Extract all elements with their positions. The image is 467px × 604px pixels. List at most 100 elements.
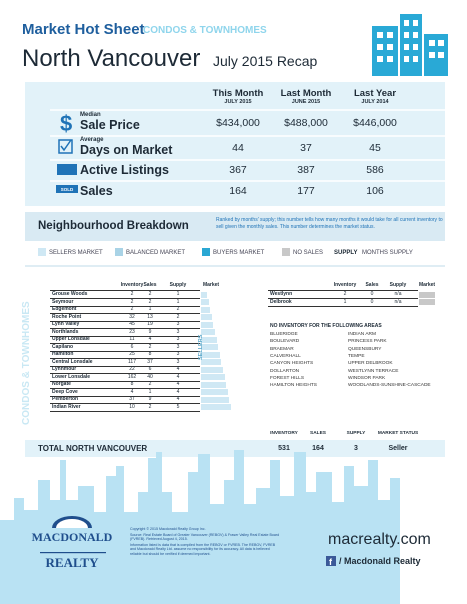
no-inventory-area: DOLLARTON	[270, 368, 300, 374]
row-rule	[268, 305, 418, 307]
table-cell: 162	[127, 373, 137, 380]
breakdown-title: Neighbourhood Breakdown	[38, 220, 189, 232]
table-cell: 3	[176, 343, 180, 350]
breakdown-description: Ranked by months' supply; this number te…	[216, 217, 443, 230]
no-inventory-area: PRINCESS PARK	[348, 339, 387, 345]
area-name: Upper Lonsdale	[52, 336, 90, 343]
totals-value: 3	[354, 445, 358, 452]
row-rule	[50, 313, 200, 314]
table-cell: 4	[130, 388, 134, 395]
table-cell: 1	[176, 291, 180, 297]
area-name: Delbrook	[270, 298, 292, 305]
summary-value: 387	[297, 164, 315, 176]
market-bar	[419, 291, 435, 298]
table-header: Supply	[169, 282, 187, 288]
svg-text:f: f	[329, 557, 333, 567]
row-label: Days on Market	[80, 143, 173, 157]
column-date: JUNE 2015	[291, 99, 321, 105]
area-name: Seymour	[52, 298, 74, 305]
legend-item: SELLERS MARKET	[49, 249, 103, 256]
table-cell: 10	[129, 403, 135, 410]
totals-value: 531	[278, 445, 290, 452]
table-cell: n/a	[394, 291, 402, 297]
table-cell: 3	[176, 351, 180, 358]
area-name: Deep Cove	[52, 388, 78, 395]
market-bar	[201, 291, 207, 298]
copyright: Copyright © 2015 Macdonald Realty Group …	[130, 527, 206, 531]
table-header: Sales	[365, 282, 379, 288]
table-cell: 1	[148, 388, 152, 395]
table-cell: 4	[176, 366, 180, 373]
icon-text: SOLD	[60, 187, 74, 192]
table-cell: 11	[129, 336, 135, 343]
market-bar	[201, 306, 211, 313]
summary-value: $446,000	[353, 117, 397, 129]
no-inventory-area: BRAEMAR	[270, 346, 294, 352]
table-cell: 22	[129, 366, 135, 373]
table-top-rule	[268, 290, 418, 291]
building-icon	[372, 14, 448, 76]
table-cell: 2	[148, 343, 152, 350]
side-label: CONDOS & TOWNHOMES	[21, 301, 32, 425]
totals-header: SALES	[310, 431, 326, 436]
row-label: Sale Price	[80, 118, 140, 132]
table-cell: 2	[130, 306, 134, 313]
table-cell: 2	[343, 291, 347, 297]
table-cell: 2	[176, 306, 180, 313]
table-cell: 25	[129, 351, 135, 358]
row-rule	[50, 410, 200, 412]
table-cell: 3	[176, 321, 180, 328]
building-windows	[377, 20, 444, 62]
row-rule	[50, 403, 200, 404]
table-top-rule	[50, 290, 200, 291]
disclaimer: Information listed is data that is compi…	[130, 543, 276, 556]
row-rule	[50, 358, 200, 359]
area-name: Indian River	[52, 403, 81, 410]
logo-text: MACDONALD	[31, 530, 113, 544]
totals-header: SUPPLY	[346, 431, 366, 436]
summary-value: 44	[232, 142, 244, 154]
table-cell: 6	[130, 343, 134, 350]
table-cell: 9	[148, 328, 152, 335]
social: / Macdonald Realty	[339, 556, 421, 566]
market-bar	[201, 344, 219, 351]
table-header: Inventory	[120, 282, 144, 288]
market-bar	[201, 314, 212, 321]
market-bar	[419, 299, 435, 306]
market-bar	[201, 351, 220, 358]
location: North Vancouver	[22, 45, 201, 72]
row-qualifier: Average	[80, 137, 104, 143]
table-cell: 4	[176, 381, 180, 388]
totals-label: TOTAL NORTH VANCOUVER	[38, 444, 148, 453]
breakdown-band	[25, 212, 445, 241]
table-cell: 40	[147, 373, 153, 380]
summary-value: 177	[297, 185, 315, 197]
table-cell: 2	[148, 403, 152, 410]
row-rule	[50, 365, 200, 367]
facebook-icon	[326, 556, 336, 566]
table-cell: 3	[176, 358, 180, 365]
row-rule	[50, 395, 200, 397]
row-rule	[50, 328, 200, 329]
area-name: Pemberton	[52, 396, 79, 403]
table-cell: 37	[147, 358, 153, 365]
row-rule	[50, 335, 200, 337]
column-label: Last Year	[353, 88, 397, 99]
market-bar	[201, 321, 214, 328]
column-date: JULY 2015	[224, 99, 252, 105]
market-bar	[201, 366, 223, 373]
table-cell: 1	[343, 298, 347, 305]
table-header: Market	[202, 282, 220, 288]
totals-header: MARKET STATUS	[377, 431, 419, 436]
no-inventory-area: WINDSOR PARK	[348, 375, 386, 381]
area-name: Central Lonsdale	[52, 358, 93, 365]
row-rule	[268, 298, 418, 299]
summary-value: $488,000	[284, 117, 328, 129]
area-name: Northlands	[52, 328, 79, 335]
area-name: Lynnmour	[52, 366, 77, 373]
column-label: Last Month	[280, 88, 332, 99]
table-cell: 4	[148, 336, 152, 343]
table-cell: 2	[148, 381, 152, 388]
no-inventory-area: HAMILTON HEIGHTS	[270, 383, 317, 389]
market-bar	[201, 329, 215, 336]
